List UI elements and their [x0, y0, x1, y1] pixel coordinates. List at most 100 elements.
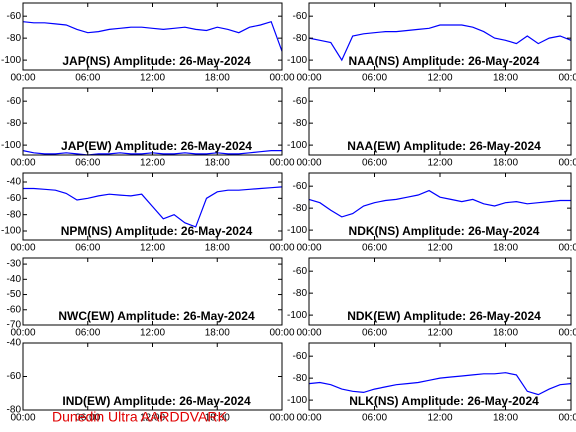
plot-area	[23, 3, 282, 70]
plot-area	[309, 88, 571, 155]
x-tick-label: 12:00	[140, 243, 165, 254]
y-tick-label: -100	[1, 226, 21, 237]
x-tick-label: 00:00	[296, 328, 321, 339]
x-tick-label: 18:00	[205, 328, 230, 339]
y-tick-label: -80	[7, 118, 22, 129]
x-tick-label: 18:00	[205, 413, 230, 424]
x-tick-label: 12:00	[140, 413, 165, 424]
y-tick-label: -100	[287, 55, 307, 66]
x-tick-label: 06:00	[75, 413, 100, 424]
x-tick-label: 18:00	[493, 243, 518, 254]
y-tick-label: -70	[7, 320, 22, 331]
x-tick-label: 00:00	[10, 413, 35, 424]
x-tick-label: 00:00	[269, 413, 294, 424]
x-tick-label: 00:00	[269, 243, 294, 254]
y-tick-label: -80	[293, 203, 308, 214]
y-tick-label: -80	[293, 118, 308, 129]
footer: Dunedin Ultra AARDDVARK	[52, 409, 227, 425]
x-tick-label: 06:00	[362, 73, 387, 84]
panel-title: NLK(NS) Amplitude: 26-May-2024	[349, 394, 539, 408]
y-tick-label: -60	[7, 304, 22, 315]
plot-area	[23, 88, 282, 155]
x-tick-label: 00:00	[269, 158, 294, 169]
plot-area	[23, 343, 282, 410]
plot-area	[309, 258, 571, 325]
panel-title: NAA(NS) Amplitude: 26-May-2024	[349, 54, 540, 68]
x-tick-label: 12:00	[427, 158, 452, 169]
x-tick-label: 06:00	[75, 328, 100, 339]
x-tick-label: 06:00	[362, 413, 387, 424]
y-tick-label: -80	[7, 33, 22, 44]
x-tick-label: 00:00	[10, 158, 35, 169]
x-tick-label: 12:00	[140, 328, 165, 339]
y-tick-label: -30	[7, 259, 22, 270]
x-tick-label: 06:00	[362, 158, 387, 169]
signal-line	[308, 189, 571, 218]
panel-title: IND(EW) Amplitude: 26-May-2024	[62, 394, 251, 408]
x-tick-label: 18:00	[493, 328, 518, 339]
plot-area	[23, 258, 282, 325]
x-tick-label: 00:00	[269, 328, 294, 339]
x-tick-label: 18:00	[205, 243, 230, 254]
x-tick-label: 00:00	[10, 73, 35, 84]
y-tick-label: -100	[287, 395, 307, 406]
x-tick-label: 06:00	[75, 243, 100, 254]
y-tick-label: -100	[287, 140, 307, 151]
x-tick-label: 06:00	[75, 73, 100, 84]
x-tick-label: 00:00	[296, 158, 321, 169]
x-tick-label: 00:00	[269, 73, 294, 84]
plot-area	[309, 343, 571, 410]
y-tick-label: -100	[1, 55, 21, 66]
x-tick-label: 12:00	[140, 158, 165, 169]
x-tick-label: 12:00	[427, 243, 452, 254]
x-tick-label: 00:00	[558, 413, 576, 424]
x-tick-label: 00:00	[296, 413, 321, 424]
x-tick-label: 18:00	[205, 158, 230, 169]
y-tick-label: -40	[7, 338, 22, 349]
x-tick-label: 00:00	[558, 328, 576, 339]
panel-title: NWC(EW) Amplitude: 26-May-2024	[58, 309, 255, 323]
x-tick-label: 06:00	[75, 158, 100, 169]
signal-line	[308, 24, 572, 62]
x-tick-label: 00:00	[558, 243, 576, 254]
signal-line	[23, 186, 283, 228]
panel-title: NPM(NS) Amplitude: 26-May-2024	[61, 224, 253, 238]
panel-title: JAP(EW) Amplitude: 26-May-2024	[61, 139, 252, 153]
y-tick-label: -100	[287, 225, 307, 236]
x-tick-label: 06:00	[362, 243, 387, 254]
x-tick-label: 18:00	[493, 413, 518, 424]
y-tick-label: -40	[7, 274, 22, 285]
y-tick-label: -60	[293, 11, 308, 22]
y-tick-label: -60	[293, 351, 308, 362]
x-tick-label: 12:00	[427, 413, 452, 424]
signal-line	[22, 20, 283, 52]
x-tick-label: 00:00	[558, 158, 576, 169]
y-tick-label: -80	[293, 288, 308, 299]
y-tick-label: -50	[7, 289, 22, 300]
x-tick-label: 12:00	[140, 73, 165, 84]
x-tick-label: 00:00	[296, 73, 321, 84]
x-tick-label: 12:00	[427, 73, 452, 84]
y-tick-label: -60	[7, 193, 22, 204]
y-tick-label: -80	[293, 33, 308, 44]
y-tick-label: -80	[7, 405, 22, 416]
y-tick-label: -60	[7, 371, 22, 382]
x-tick-label: 12:00	[427, 328, 452, 339]
panel-title: NAA(EW) Amplitude: 26-May-2024	[347, 139, 541, 153]
x-tick-label: 18:00	[205, 73, 230, 84]
x-tick-label: 18:00	[493, 73, 518, 84]
panel-title: JAP(NS) Amplitude: 26-May-2024	[62, 54, 251, 68]
y-tick-label: -100	[287, 310, 307, 321]
y-tick-label: -60	[7, 11, 22, 22]
y-tick-label: -80	[7, 209, 22, 220]
y-tick-label: -60	[7, 96, 22, 107]
y-tick-label: -80	[293, 373, 308, 384]
plot-area	[309, 173, 571, 240]
signal-line	[308, 372, 572, 396]
x-tick-label: 00:00	[558, 73, 576, 84]
y-tick-label: -60	[293, 266, 308, 277]
y-tick-label: -60	[293, 96, 308, 107]
panel-title: NDK(EW) Amplitude: 26-May-2024	[347, 309, 541, 323]
x-tick-label: 00:00	[10, 243, 35, 254]
